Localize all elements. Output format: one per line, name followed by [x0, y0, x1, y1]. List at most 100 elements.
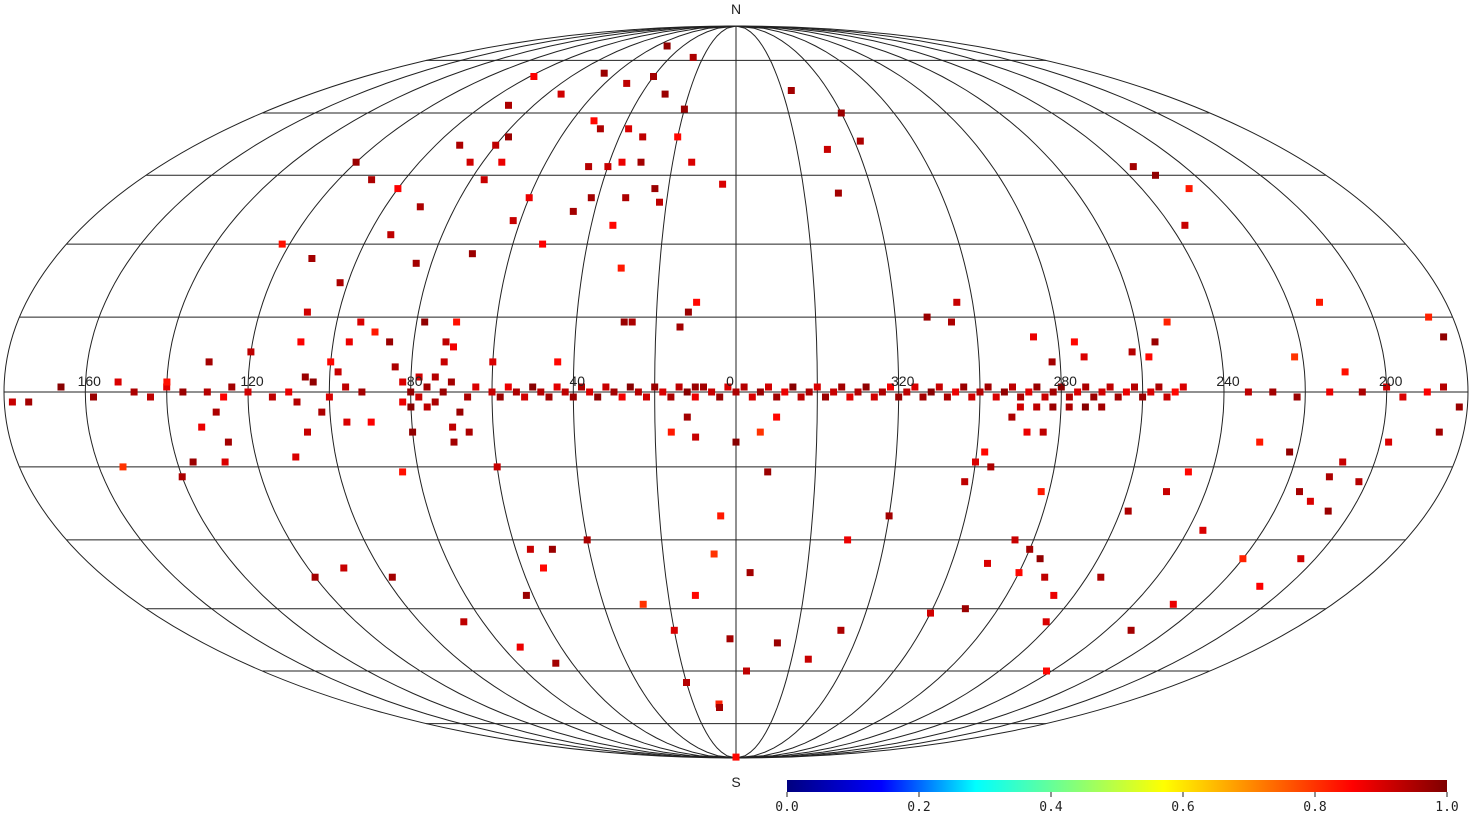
data-point	[367, 418, 375, 426]
data-point	[578, 383, 585, 391]
data-point	[661, 90, 669, 98]
data-point	[521, 393, 529, 401]
data-point	[147, 393, 154, 401]
data-point	[1049, 403, 1057, 411]
data-point	[691, 383, 699, 391]
data-point	[1070, 338, 1078, 346]
data-point	[1025, 388, 1033, 396]
colorbar-tick-label: 0.4	[1039, 800, 1063, 815]
data-point	[1106, 383, 1114, 391]
data-point	[878, 388, 886, 396]
data-point	[336, 279, 344, 287]
data-point	[1199, 526, 1207, 534]
data-point	[1297, 555, 1305, 563]
data-point	[505, 133, 512, 141]
colorbar-ticks: 0.0 0.2 0.4 0.6 0.8 1.0	[775, 792, 1459, 815]
data-point	[247, 348, 255, 356]
data-point	[357, 318, 365, 326]
data-point	[1011, 536, 1019, 544]
data-point	[540, 564, 547, 572]
data-point	[423, 383, 431, 391]
data-point	[885, 512, 893, 520]
data-point	[683, 388, 691, 396]
data-point	[887, 383, 894, 391]
data-point	[1152, 171, 1159, 179]
data-point	[399, 398, 407, 406]
data-point	[823, 145, 831, 153]
south-pole-label: S	[731, 774, 740, 790]
data-point	[1316, 298, 1323, 306]
data-point	[522, 591, 530, 599]
data-point	[1042, 618, 1050, 626]
data-point	[708, 388, 716, 396]
data-point	[773, 413, 781, 421]
data-point	[789, 383, 797, 391]
colorbar-tick-label: 0.2	[907, 800, 930, 815]
data-point	[388, 573, 396, 581]
data-point	[719, 180, 727, 188]
data-point	[431, 398, 439, 406]
data-point	[622, 194, 630, 202]
data-point	[221, 458, 229, 466]
data-point	[691, 393, 699, 401]
data-point	[1036, 555, 1044, 563]
data-point	[1169, 600, 1177, 608]
data-point	[984, 559, 991, 567]
data-point	[224, 438, 232, 446]
data-point	[1122, 388, 1130, 396]
data-point	[548, 545, 556, 553]
data-point	[178, 473, 186, 481]
data-point	[981, 448, 989, 456]
data-point	[1009, 383, 1016, 391]
data-point	[539, 240, 547, 248]
data-point	[604, 163, 612, 171]
data-point	[492, 141, 500, 149]
data-point	[1163, 318, 1171, 326]
data-point	[765, 383, 772, 391]
data-point	[602, 383, 610, 391]
data-point	[325, 393, 333, 401]
data-point	[1244, 388, 1252, 396]
data-point	[987, 463, 995, 471]
data-point	[634, 388, 642, 396]
data-point	[488, 388, 496, 396]
data-point	[609, 221, 617, 229]
data-point	[465, 428, 473, 436]
data-point	[1423, 388, 1431, 396]
data-point	[130, 388, 138, 396]
data-point	[804, 655, 812, 663]
data-point	[1326, 388, 1334, 396]
data-point	[8, 398, 16, 406]
data-point	[732, 388, 740, 396]
data-point	[594, 393, 602, 401]
data-point	[1074, 388, 1082, 396]
data-point	[726, 635, 734, 643]
data-point	[552, 659, 560, 667]
data-point	[1306, 497, 1314, 505]
colorbar-tick-label: 0.6	[1171, 800, 1194, 815]
data-point	[416, 203, 424, 211]
data-point	[1324, 507, 1332, 515]
data-point	[318, 408, 326, 416]
data-point	[1256, 438, 1264, 446]
data-point	[628, 318, 636, 326]
data-point	[710, 550, 718, 558]
longitude-label: 320	[891, 373, 915, 389]
data-point	[674, 133, 682, 141]
data-point	[716, 393, 724, 401]
data-point	[625, 125, 633, 133]
data-point	[25, 398, 33, 406]
data-point	[968, 393, 976, 401]
data-point	[343, 418, 351, 426]
data-point	[412, 259, 420, 267]
data-point	[342, 383, 350, 391]
data-point	[1030, 333, 1037, 341]
data-point	[453, 318, 461, 326]
longitude-label: 200	[1379, 373, 1403, 389]
data-point	[927, 609, 934, 617]
data-point	[1385, 438, 1393, 446]
data-point	[303, 308, 311, 316]
data-point	[537, 388, 545, 396]
data-point	[409, 428, 417, 436]
data-point	[919, 393, 927, 401]
